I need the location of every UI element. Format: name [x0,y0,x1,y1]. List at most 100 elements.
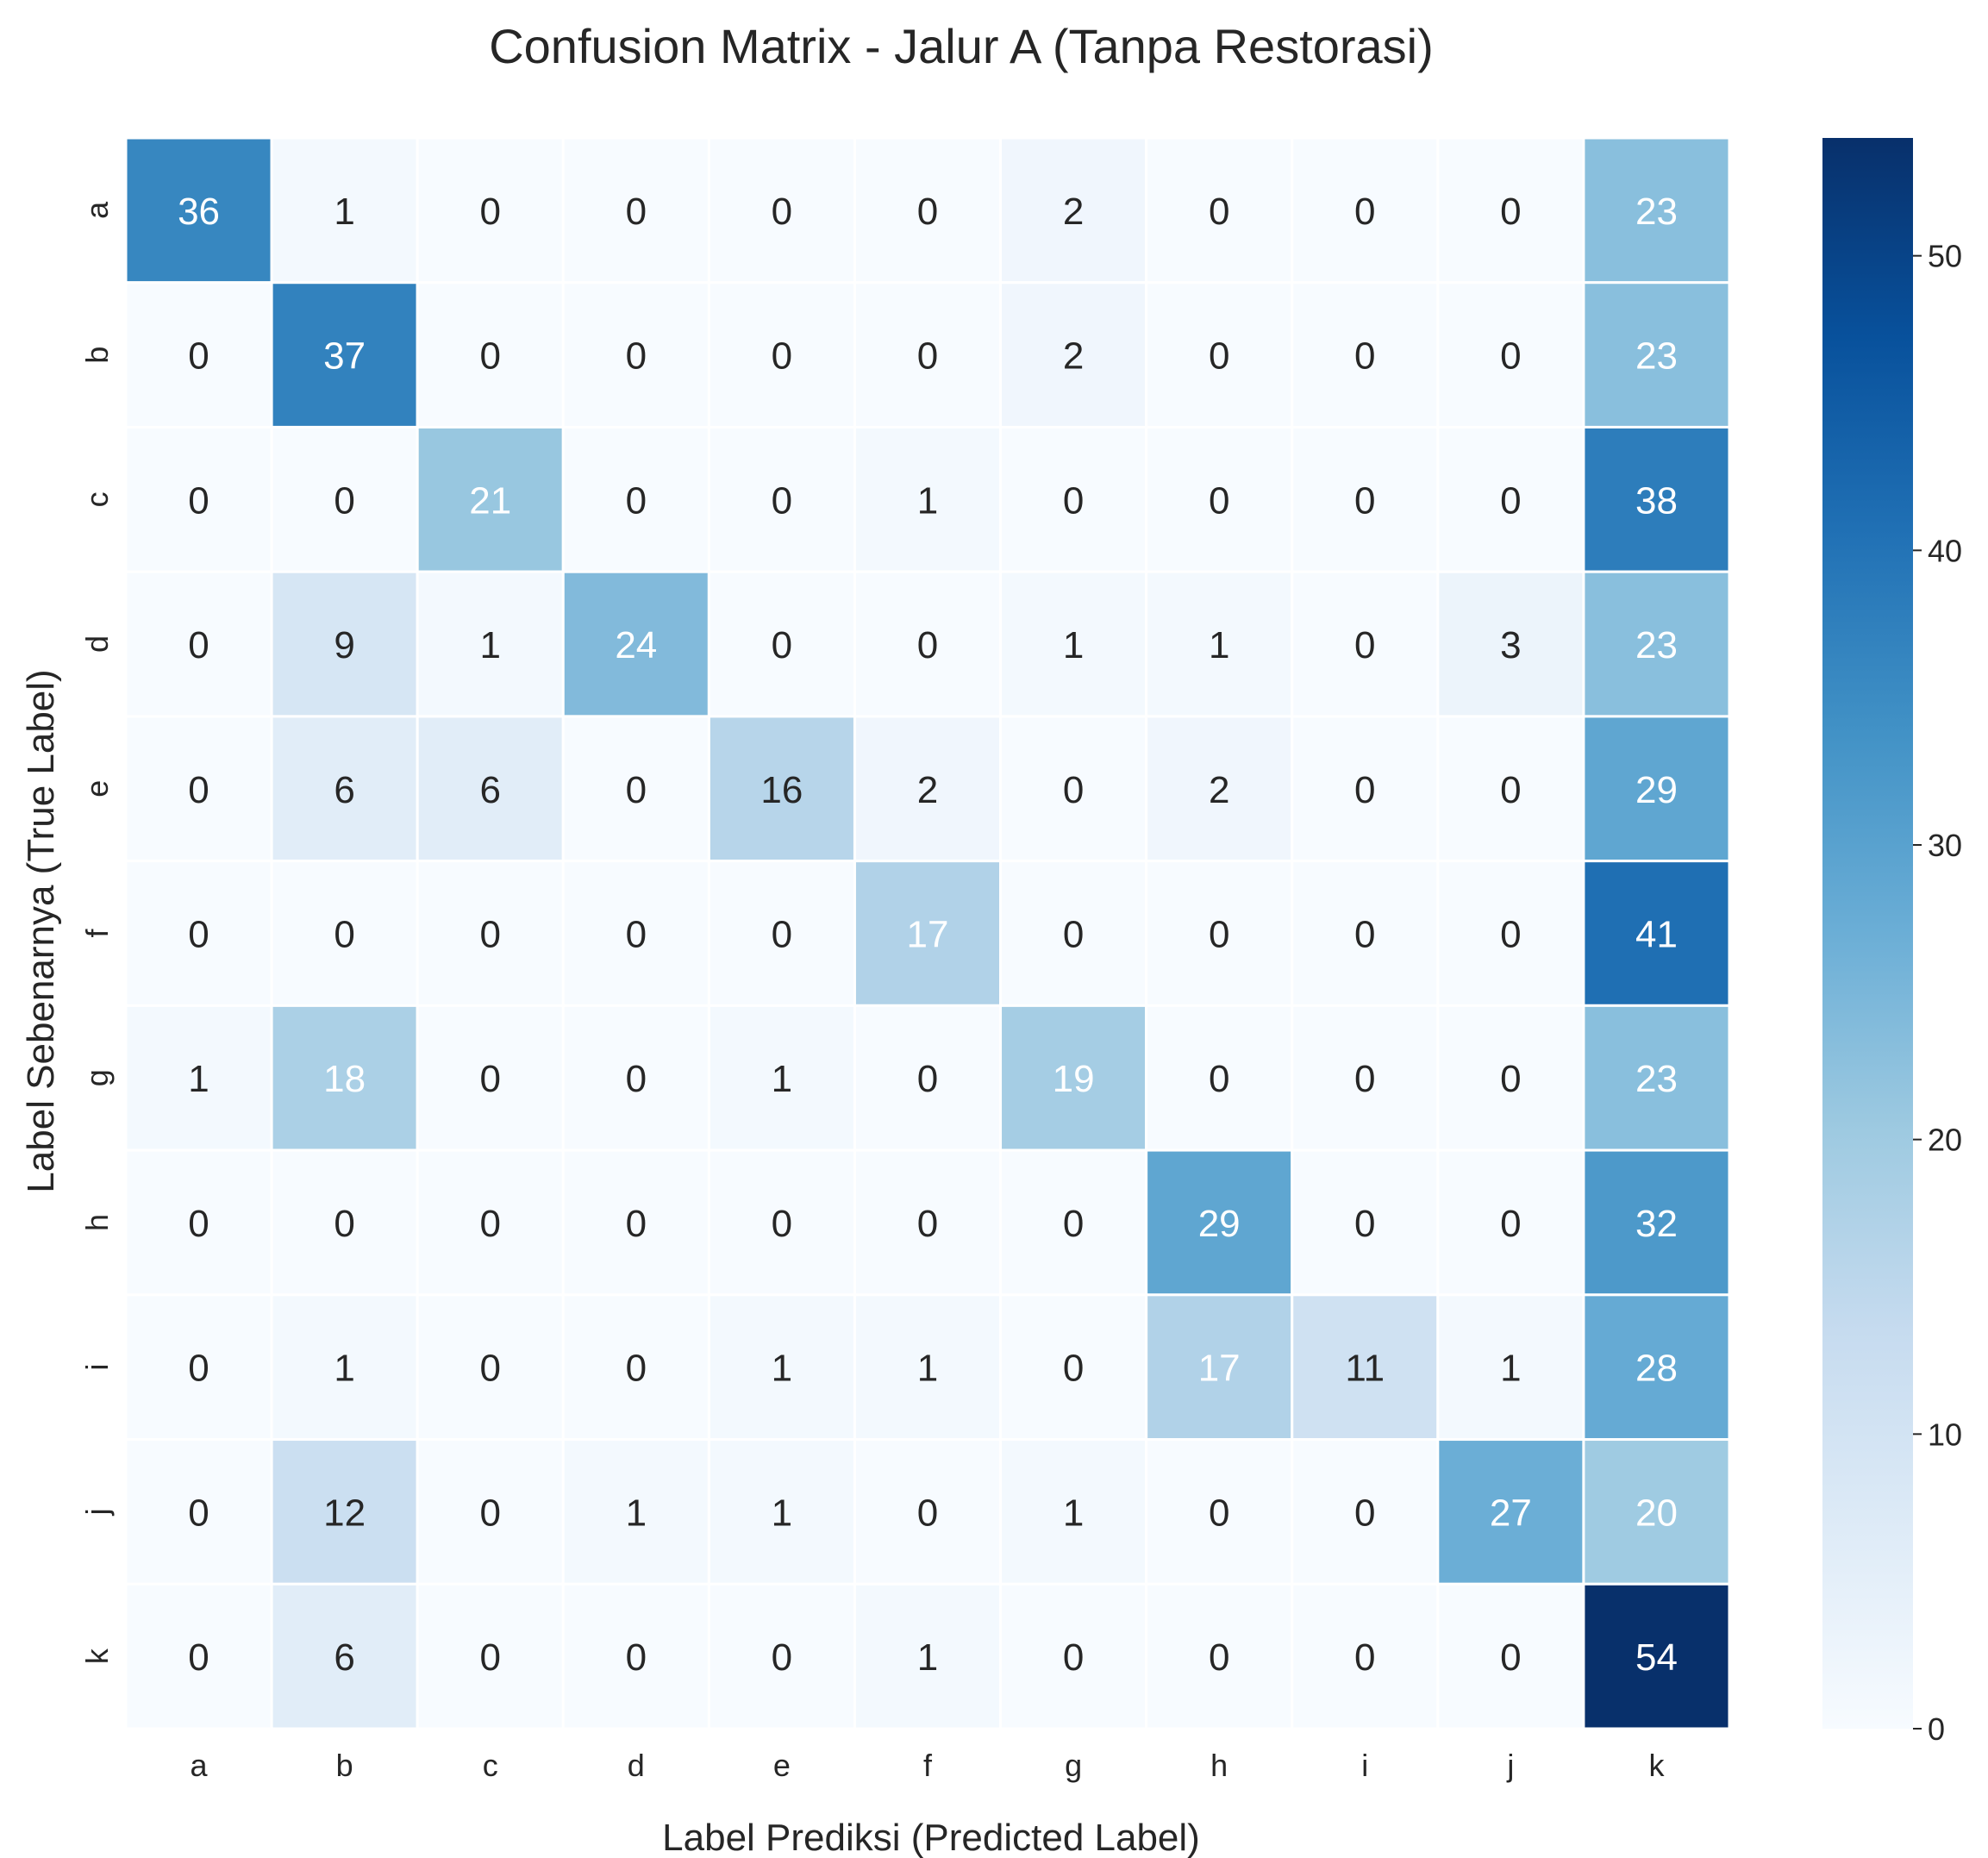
cell-value-label: 23 [1635,624,1678,666]
x-tick-label: g [1065,1748,1082,1783]
heatmap-cell [1436,136,1585,285]
cell-value-label: 1 [334,1348,354,1390]
cell-value-label: 0 [1354,624,1375,666]
heatmap-cell [1145,1438,1294,1586]
cell-value-label: 1 [772,1348,792,1390]
cell-value-label: 6 [334,769,354,811]
cell-value-label: 0 [479,191,500,233]
cell-value-label: 0 [1209,335,1229,378]
y-tick-label: c [79,491,115,507]
heatmap-cell [1582,136,1731,285]
heatmap-cell [124,860,273,1007]
cell-value-label: 0 [479,1348,500,1390]
cell-value-label: 17 [907,914,949,956]
heatmap-cell [853,1148,1003,1297]
cell-value-label: 0 [1063,1636,1084,1679]
cell-value-label: 0 [626,769,647,811]
heatmap-cell [124,1293,273,1442]
cell-value-label: 1 [917,1348,938,1390]
heatmap-cell [416,1582,565,1730]
heatmap-cell [1145,1004,1294,1152]
cell-value-label: 0 [188,914,209,956]
cell-value-label: 0 [188,1203,209,1245]
cell-value-label: 9 [334,624,354,666]
y-tick-label: f [79,929,115,938]
cell-value-label: 0 [334,914,354,956]
heatmap-cell [416,425,565,573]
cell-value-label: 0 [626,191,647,233]
colorbar-tick-label: 30 [1928,828,1962,863]
heatmap-cell [416,1293,565,1442]
y-tick-label: b [79,347,115,364]
x-axis-label: Label Prediksi (Predicted Label) [662,1817,1200,1858]
heatmap-cell [1582,1004,1731,1152]
heatmap-cell [1582,1438,1731,1586]
colorbar-tick-label: 50 [1928,239,1962,274]
heatmap-cell [1291,1004,1440,1152]
cell-value-label: 0 [772,1203,792,1245]
cell-value-label: 0 [917,624,938,666]
heatmap-cell [1291,570,1440,718]
cell-value-label: 0 [626,1636,647,1679]
cell-value-label: 36 [178,191,220,233]
cell-value-label: 23 [1635,191,1678,233]
cell-value-label: 0 [917,335,938,378]
cell-value-label: 0 [772,624,792,666]
cell-value-label: 0 [1500,335,1521,378]
heatmap-cell [416,1004,565,1152]
heatmap-cell [999,1293,1148,1442]
cell-value-label: 0 [772,479,792,522]
heatmap-cell [561,570,710,718]
cell-value-label: 0 [1063,914,1084,956]
heatmap-cell [707,425,856,573]
cell-value-label: 0 [1209,1058,1229,1100]
x-tick-label: a [191,1748,209,1783]
heatmap-cell [124,1004,273,1152]
heatmap-cell [270,715,419,863]
cell-value-label: 1 [1500,1348,1521,1390]
cell-value-label: 0 [917,1492,938,1534]
cell-value-label: 21 [469,479,511,522]
cell-value-label: 2 [1063,191,1084,233]
cell-value-label: 0 [1063,769,1084,811]
cell-value-label: 1 [917,1636,938,1679]
cell-value-label: 0 [1500,1636,1521,1679]
colorbar [1822,138,1913,1729]
cell-value-label: 0 [1063,1348,1084,1390]
heatmap-cell [270,1582,419,1730]
cell-value-label: 0 [1354,479,1375,522]
y-tick-label: d [79,635,115,653]
cell-value-label: 0 [1209,914,1229,956]
heatmap-cell [1145,1582,1294,1730]
heatmap-cell [270,136,419,285]
heatmap-cell [1436,1004,1585,1152]
colorbar-ticks: 0 10 20 30 40 50 [1913,239,1962,1747]
heatmap-cell [124,1148,273,1297]
heatmap-cell [1582,570,1731,718]
cell-value-label: 11 [1345,1348,1385,1390]
cell-value-label: 2 [917,769,938,811]
cell-value-label: 0 [188,335,209,378]
cell-value-label: 0 [917,191,938,233]
cell-value-label: 24 [615,624,657,666]
cell-value-label: 0 [772,1636,792,1679]
cell-value-label: 0 [188,1348,209,1390]
cell-value-label: 0 [1500,1058,1521,1100]
heatmap-cell [124,1438,273,1586]
cell-value-label: 0 [479,914,500,956]
y-axis-ticks: a b c d e f g h i j k [79,201,115,1664]
cell-value-label: 12 [323,1492,366,1534]
heatmap-cell [1145,136,1294,285]
y-tick-label: j [79,1508,115,1516]
cell-value-label: 37 [323,335,366,378]
cell-value-label: 0 [1500,1203,1521,1245]
heatmap-cell [1582,1582,1731,1730]
chart-title: Confusion Matrix - Jalur A (Tanpa Restor… [489,19,1434,73]
cell-value-label: 0 [1500,479,1521,522]
cell-value-label: 0 [626,914,647,956]
heatmap-cell [270,1148,419,1297]
cell-value-label: 32 [1635,1203,1678,1245]
heatmap-cell [561,715,710,863]
cell-value-label: 16 [760,769,803,811]
heatmap-cell [270,1004,419,1152]
